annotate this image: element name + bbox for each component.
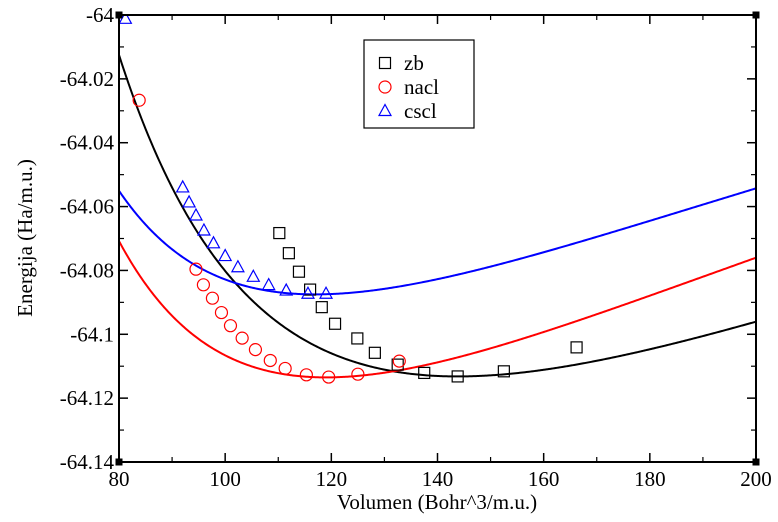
- data-point-zb: [328, 317, 342, 330]
- data-point-cscl: [188, 207, 203, 221]
- y-tick-label: -64.06: [60, 195, 114, 219]
- x-tick-label: 200: [740, 467, 772, 491]
- data-point-cscl: [175, 179, 190, 193]
- data-point-cscl: [230, 259, 245, 273]
- data-point-cscl: [196, 222, 211, 236]
- data-point-nacl: [299, 368, 313, 382]
- data-point-zb: [391, 358, 404, 371]
- legend-label-zb: zb: [404, 51, 424, 75]
- fit-curve-nacl: [119, 238, 756, 379]
- x-axis-label: Volumen (Bohr^3/m.u.): [337, 490, 537, 514]
- data-point-nacl: [189, 262, 203, 276]
- data-point-nacl: [223, 319, 238, 333]
- y-tick-label: -64.04: [60, 131, 115, 155]
- x-tick-label: 180: [634, 467, 666, 491]
- data-point-zb: [368, 346, 381, 359]
- fit-curve-zb: [119, 51, 756, 378]
- x-tick-label: 120: [316, 467, 348, 491]
- y-tick-label: -64.02: [60, 67, 114, 91]
- data-point-cscl: [246, 269, 261, 282]
- fit-curve-cscl: [119, 187, 756, 296]
- data-point-nacl: [392, 354, 406, 368]
- data-point-zb: [315, 301, 328, 314]
- legend-marker-cscl: [377, 103, 393, 117]
- data-point-zb: [418, 366, 431, 380]
- data-point-cscl: [206, 235, 221, 249]
- legend-label-nacl: nacl: [404, 75, 439, 99]
- y-tick-label: -64: [86, 3, 114, 27]
- data-point-nacl: [132, 93, 146, 107]
- data-point-cscl: [182, 194, 197, 208]
- data-point-zb: [282, 247, 295, 260]
- data-point-zb: [292, 265, 306, 278]
- data-point-cscl: [279, 282, 294, 296]
- legend-marker-nacl: [378, 80, 392, 94]
- x-tick-label: 100: [209, 467, 241, 491]
- data-markers: [119, 15, 583, 384]
- y-tick-label: -64.14: [60, 450, 115, 474]
- data-point-nacl: [235, 331, 249, 345]
- data-point-zb: [570, 341, 583, 354]
- y-tick-label: -64.08: [60, 258, 114, 282]
- data-point-nacl: [278, 361, 292, 376]
- data-point-zb: [351, 332, 364, 345]
- x-tick-label: 80: [109, 467, 130, 491]
- y-axis-label: Energija (Ha/m.u.): [13, 159, 37, 317]
- data-point-cscl: [319, 285, 334, 299]
- data-point-zb: [304, 283, 317, 296]
- data-point-nacl: [214, 305, 229, 320]
- data-point-nacl: [205, 291, 220, 305]
- data-point-nacl: [196, 278, 211, 292]
- x-tick-label: 160: [528, 467, 560, 491]
- data-point-nacl: [351, 367, 365, 381]
- data-point-cscl: [300, 285, 315, 299]
- legend-marker-zb: [378, 56, 392, 70]
- fit-curves: [119, 51, 756, 379]
- y-axis: -64 -64.02 -64.04 -64.06 -64.08 -64.1 -64.12 -6…: [60, 3, 756, 474]
- data-point-zb: [273, 226, 286, 240]
- x-axis: 80 100 120 140 160 180 200: [109, 15, 772, 491]
- data-point-nacl: [322, 370, 336, 384]
- data-point-zb: [451, 370, 464, 383]
- data-point-zb: [497, 365, 510, 378]
- data-point-cscl: [261, 277, 276, 291]
- legend-label-cscl: cscl: [404, 99, 437, 123]
- data-point-nacl: [263, 353, 277, 368]
- data-point-nacl: [248, 343, 263, 357]
- legend-box: [363, 39, 475, 129]
- data-point-cscl: [218, 248, 233, 262]
- y-tick-label: -64.12: [60, 386, 114, 410]
- y-tick-label: -64.1: [70, 322, 114, 346]
- x-tick-label: 140: [422, 467, 454, 491]
